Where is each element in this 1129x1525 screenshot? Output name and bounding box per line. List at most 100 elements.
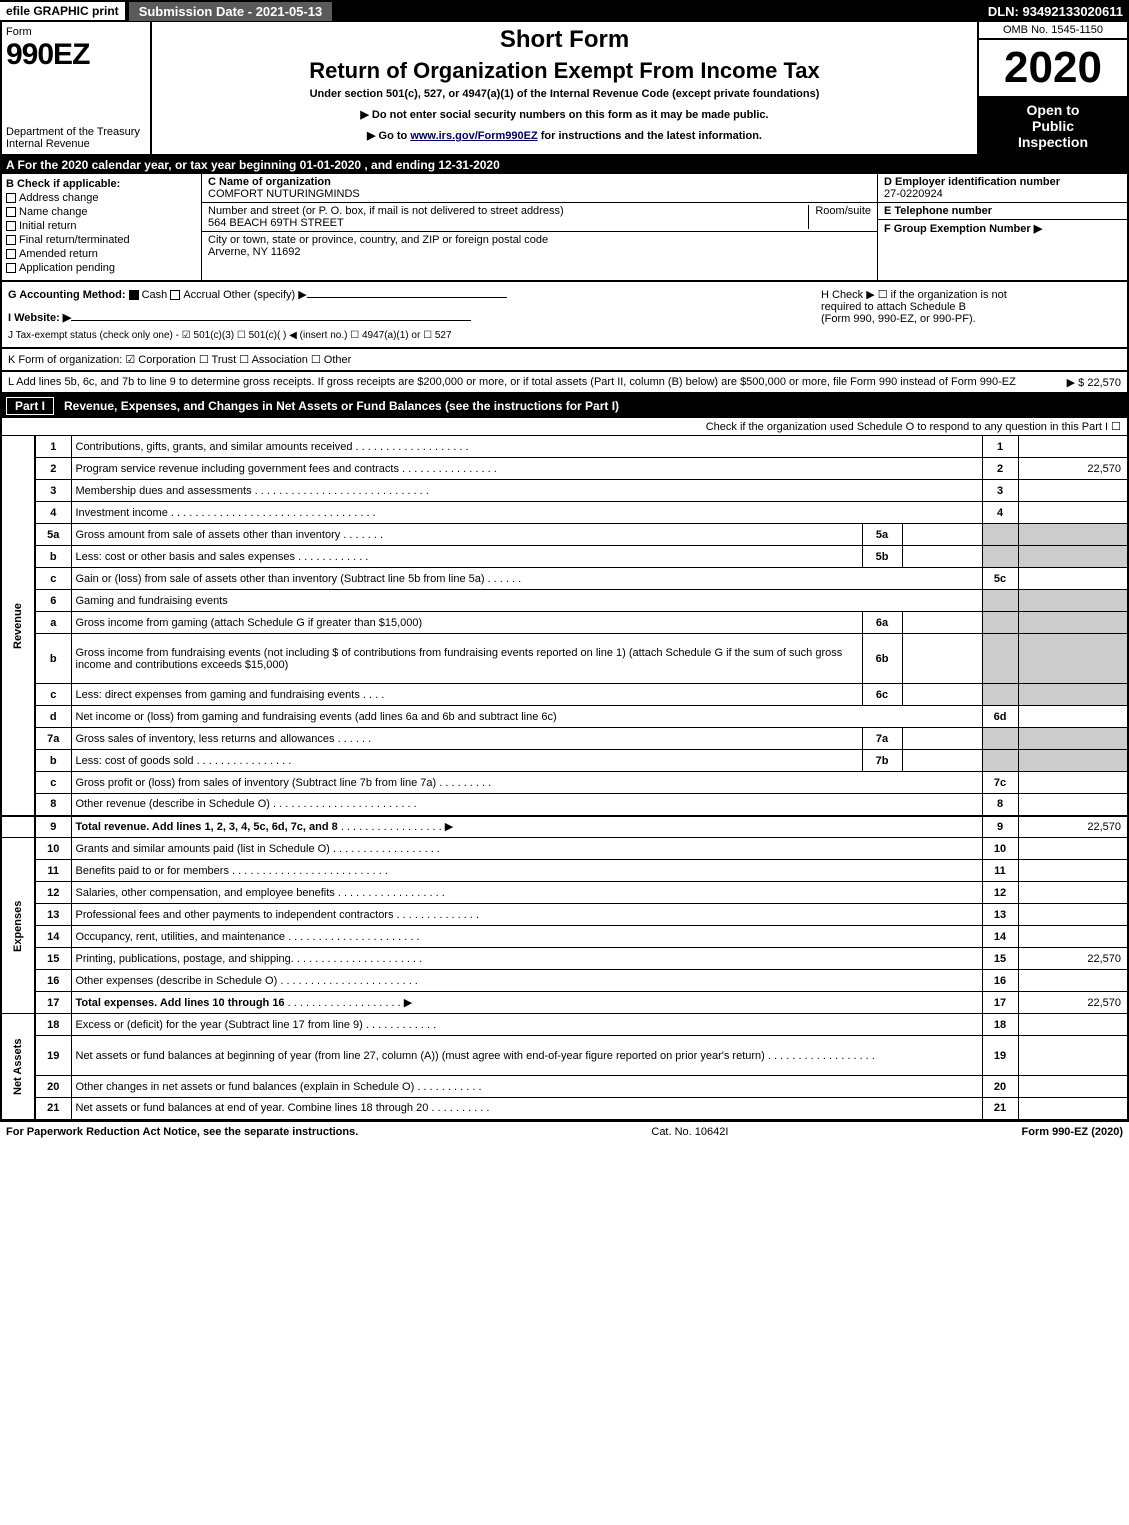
- goto-link-line: ▶ Go to www.irs.gov/Form990EZ for instru…: [160, 129, 969, 142]
- under-section: Under section 501(c), 527, or 4947(a)(1)…: [160, 88, 969, 100]
- line-7a: 7aGross sales of inventory, less returns…: [1, 728, 1128, 750]
- row-l: L Add lines 5b, 6c, and 7b to line 9 to …: [0, 372, 1129, 394]
- label-ein: D Employer identification number: [884, 176, 1121, 188]
- part1-label: Part I: [6, 397, 54, 415]
- omb-number: OMB No. 1545-1150: [979, 22, 1127, 40]
- top-bar: efile GRAPHIC print Submission Date - 20…: [0, 0, 1129, 22]
- dln-label: DLN: 93492133020611: [988, 4, 1129, 19]
- line-6: 6Gaming and fundraising events: [1, 590, 1128, 612]
- org-name: COMFORT NUTURINGMINDS: [208, 188, 871, 200]
- check-accrual[interactable]: [170, 290, 180, 300]
- line-7b: bLess: cost of goods sold . . . . . . . …: [1, 750, 1128, 772]
- row-l-amount: ▶ $ 22,570: [1067, 376, 1121, 389]
- section-def: D Employer identification number 27-0220…: [877, 174, 1127, 280]
- check-final-return[interactable]: Final return/terminated: [6, 234, 197, 246]
- footer-catalog: Cat. No. 10642I: [358, 1126, 1021, 1138]
- line-6c: cLess: direct expenses from gaming and f…: [1, 684, 1128, 706]
- form-header: Form 990EZ Department of the Treasury In…: [0, 22, 1129, 156]
- efile-label: efile GRAPHIC print: [0, 2, 125, 20]
- label-city: City or town, state or province, country…: [208, 234, 871, 246]
- ein-block: D Employer identification number 27-0220…: [878, 174, 1127, 203]
- section-bcd: B Check if applicable: Address change Na…: [0, 174, 1129, 282]
- line-6a: aGross income from gaming (attach Schedu…: [1, 612, 1128, 634]
- part1-title: Revenue, Expenses, and Changes in Net As…: [64, 399, 619, 413]
- line-8: 8Other revenue (describe in Schedule O) …: [1, 794, 1128, 816]
- label-other-method: Other (specify) ▶: [223, 289, 307, 301]
- row-j-tax-exempt: J Tax-exempt status (check only one) - ☑…: [8, 330, 821, 341]
- part1-check-row: Check if the organization used Schedule …: [0, 418, 1129, 435]
- section-c: C Name of organization COMFORT NUTURINGM…: [202, 174, 877, 280]
- line-14: 14Occupancy, rent, utilities, and mainte…: [1, 926, 1128, 948]
- footer: For Paperwork Reduction Act Notice, see …: [0, 1121, 1129, 1142]
- part1-check-text: Check if the organization used Schedule …: [706, 421, 1108, 433]
- form-number: 990EZ: [6, 38, 146, 72]
- open-line1: Open to: [983, 102, 1123, 118]
- goto-post: for instructions and the latest informat…: [541, 130, 762, 142]
- h-line3: (Form 990, 990-EZ, or 990-PF).: [821, 313, 1121, 325]
- label-group-exemption: F Group Exemption Number ▶: [884, 222, 1121, 235]
- part1-checkbox[interactable]: ☐: [1111, 421, 1121, 433]
- other-method-input[interactable]: [307, 297, 507, 298]
- line-5b: bLess: cost or other basis and sales exp…: [1, 546, 1128, 568]
- line-6d: dNet income or (loss) from gaming and fu…: [1, 706, 1128, 728]
- check-cash[interactable]: [129, 290, 139, 300]
- telephone-block: E Telephone number: [878, 203, 1127, 220]
- sidelabel-expenses: Expenses: [1, 838, 35, 1014]
- label-accounting: G Accounting Method:: [8, 289, 126, 301]
- line-21: 21Net assets or fund balances at end of …: [1, 1098, 1128, 1120]
- group-exemption-block: F Group Exemption Number ▶: [878, 220, 1127, 237]
- website-input[interactable]: [71, 320, 471, 321]
- line-6b: bGross income from fundraising events (n…: [1, 634, 1128, 684]
- header-left: Form 990EZ Department of the Treasury In…: [2, 22, 152, 154]
- org-address-row: Number and street (or P. O. box, if mail…: [202, 203, 877, 232]
- sidelabel-revenue: Revenue: [1, 436, 35, 816]
- check-application-pending[interactable]: Application pending: [6, 262, 197, 274]
- goto-pre: ▶ Go to: [367, 130, 410, 142]
- row-h: H Check ▶ ☐ if the organization is not r…: [821, 288, 1121, 341]
- label-website: I Website: ▶: [8, 312, 71, 324]
- line-2: 2Program service revenue including gover…: [1, 458, 1128, 480]
- row-k: K Form of organization: ☑ Corporation ☐ …: [0, 349, 1129, 372]
- check-amended-return[interactable]: Amended return: [6, 248, 197, 260]
- dept-label: Department of the Treasury Internal Reve…: [6, 126, 146, 150]
- return-title: Return of Organization Exempt From Incom…: [160, 58, 969, 84]
- line-11: 11Benefits paid to or for members . . . …: [1, 860, 1128, 882]
- line-12: 12Salaries, other compensation, and empl…: [1, 882, 1128, 904]
- line-5c: cGain or (loss) from sale of assets othe…: [1, 568, 1128, 590]
- line-17: 17Total expenses. Add lines 10 through 1…: [1, 992, 1128, 1014]
- footer-form-ref: Form 990-EZ (2020): [1022, 1126, 1123, 1138]
- open-line2: Public: [983, 118, 1123, 134]
- tax-year: 2020: [979, 40, 1127, 98]
- check-initial-return[interactable]: Initial return: [6, 220, 197, 232]
- line-18: Net Assets18Excess or (deficit) for the …: [1, 1014, 1128, 1036]
- check-address-change[interactable]: Address change: [6, 192, 197, 204]
- line-16: 16Other expenses (describe in Schedule O…: [1, 970, 1128, 992]
- line-10: Expenses10Grants and similar amounts pai…: [1, 838, 1128, 860]
- label-org-name: C Name of organization: [208, 176, 871, 188]
- org-city-row: City or town, state or province, country…: [202, 232, 877, 260]
- line-7c: cGross profit or (loss) from sales of in…: [1, 772, 1128, 794]
- org-street: 564 BEACH 69TH STREET: [208, 217, 564, 229]
- part1-header: Part I Revenue, Expenses, and Changes in…: [0, 394, 1129, 418]
- row-gh: G Accounting Method: Cash Accrual Other …: [0, 282, 1129, 349]
- section-b: B Check if applicable: Address change Na…: [2, 174, 202, 280]
- irs-link[interactable]: www.irs.gov/Form990EZ: [410, 130, 537, 142]
- line-20: 20Other changes in net assets or fund ba…: [1, 1076, 1128, 1098]
- room-suite: Room/suite: [808, 205, 871, 229]
- section-b-title: B Check if applicable:: [6, 178, 197, 190]
- form-label: Form: [6, 26, 146, 38]
- submission-date: Submission Date - 2021-05-13: [129, 2, 333, 21]
- h-line1: H Check ▶ ☐ if the organization is not: [821, 288, 1121, 301]
- short-form-title: Short Form: [160, 26, 969, 54]
- open-line3: Inspection: [983, 134, 1123, 150]
- line-3: 3Membership dues and assessments . . . .…: [1, 480, 1128, 502]
- header-mid: Short Form Return of Organization Exempt…: [152, 22, 977, 154]
- ein-value: 27-0220924: [884, 188, 1121, 200]
- line-1: Revenue1Contributions, gifts, grants, an…: [1, 436, 1128, 458]
- line-5a: 5aGross amount from sale of assets other…: [1, 524, 1128, 546]
- lines-table: Revenue1Contributions, gifts, grants, an…: [0, 435, 1129, 1121]
- dept-irs: Internal Revenue: [6, 138, 146, 150]
- line-13: 13Professional fees and other payments t…: [1, 904, 1128, 926]
- check-name-change[interactable]: Name change: [6, 206, 197, 218]
- label-cash: Cash: [142, 289, 168, 301]
